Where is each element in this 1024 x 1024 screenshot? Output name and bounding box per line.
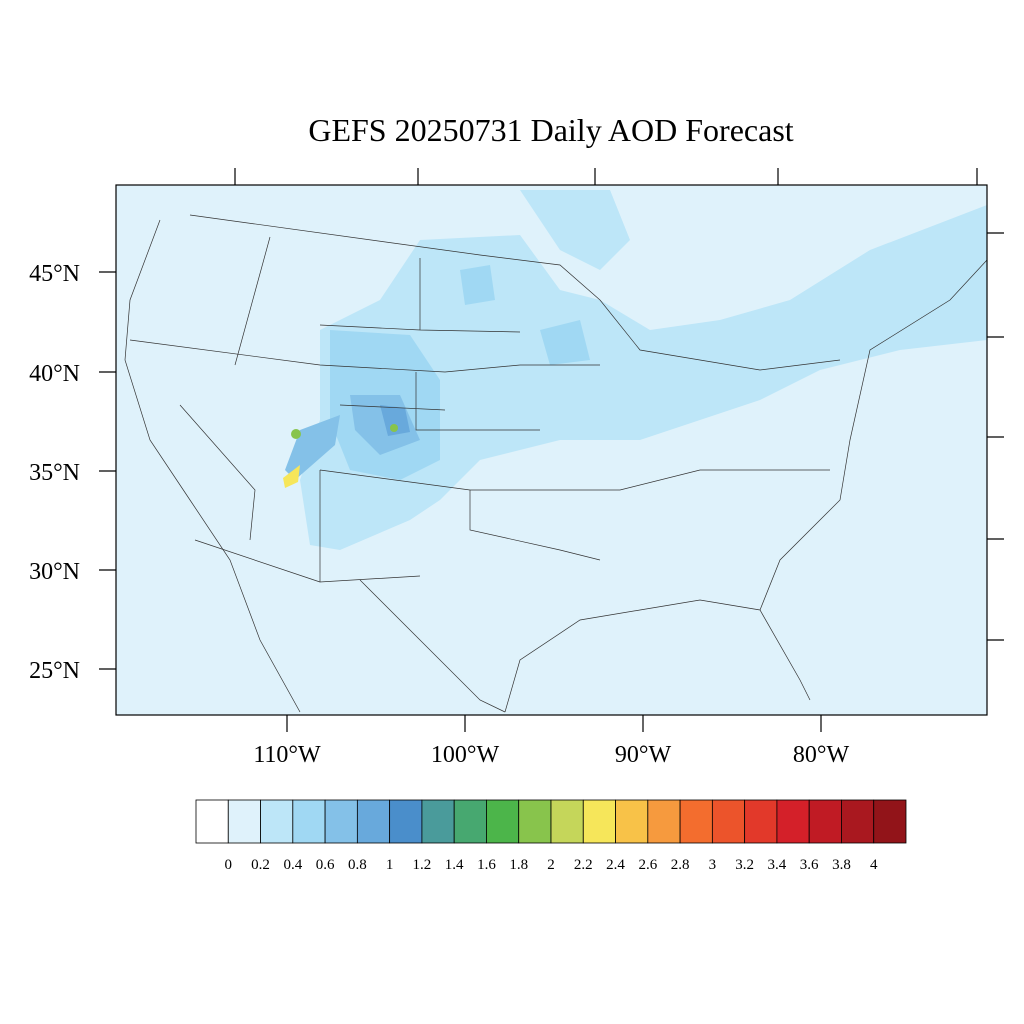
colorbar-box [744, 799, 778, 844]
colorbar-box [841, 799, 875, 844]
colorbar-box [356, 799, 391, 844]
colorbar-box [324, 799, 358, 844]
colorbar-label: 4 [870, 857, 878, 873]
colorbar-label: 1.6 [477, 857, 496, 873]
lat-label: 40°N [29, 361, 80, 387]
colorbar-label: 0.2 [251, 857, 270, 873]
lon-label: 110°W [253, 742, 321, 768]
map-title: GEFS 20250731 Daily AOD Forecast [308, 112, 793, 148]
aod-plume [380, 405, 410, 436]
colorbar-label: 2.2 [574, 857, 593, 873]
colorbar-label: 1.2 [413, 857, 432, 873]
colorbar-box [453, 799, 487, 844]
colorbar-label: 3.8 [832, 857, 851, 873]
lat-label: 35°N [29, 460, 80, 486]
colorbar-box [711, 799, 746, 844]
lat-label: 25°N [29, 658, 80, 684]
colorbar-label: 0.4 [283, 857, 302, 873]
aod-plume [390, 424, 398, 432]
aod-plume [283, 465, 300, 488]
colorbar-label: 1.4 [445, 857, 464, 873]
colorbar-label: 3.2 [735, 857, 754, 873]
colorbar-box [421, 799, 455, 844]
aod-plume [285, 415, 340, 480]
colorbar: 0 0.2 0.4 0.6 0.8 1 1.2 1.4 1.6 1.8 2 2.2 2.4 2.6 2.8 3… [195, 799, 907, 873]
colorbar-label: 2.6 [638, 857, 657, 873]
colorbar-label: 2.4 [606, 857, 625, 873]
aod-plume [291, 429, 301, 439]
colorbar-box [227, 799, 261, 844]
colorbar-box [808, 799, 842, 844]
colorbar-box [550, 799, 584, 844]
colorbar-label: 0.6 [316, 857, 335, 873]
map-frame [115, 184, 988, 716]
colorbar-label: 0.8 [348, 857, 367, 873]
colorbar-box [486, 799, 520, 844]
map-area [115, 168, 1004, 716]
colorbar-box [615, 799, 649, 844]
colorbar-label: 3.6 [800, 857, 819, 873]
colorbar-box [518, 799, 552, 844]
colorbar-label: 3 [709, 857, 717, 873]
colorbar-label: 2 [547, 857, 555, 873]
colorbar-box [389, 799, 423, 844]
colorbar-box [679, 799, 713, 844]
colorbar-box [260, 799, 294, 844]
aod-plume [540, 320, 590, 365]
lon-label: 80°W [793, 742, 850, 768]
colorbar-box [647, 799, 681, 844]
colorbar-box [776, 799, 810, 844]
colorbar-label: 2.8 [671, 857, 690, 873]
lon-label: 90°W [615, 742, 672, 768]
colorbar-box [582, 799, 616, 844]
colorbar-label: 0 [225, 857, 233, 873]
aod-plume [460, 265, 495, 305]
colorbar-label: 3.4 [768, 857, 787, 873]
lat-label: 45°N [29, 261, 80, 287]
lon-label: 100°W [431, 742, 500, 768]
colorbar-box [195, 799, 229, 844]
colorbar-label: 1.8 [509, 857, 528, 873]
colorbar-label: 1 [386, 857, 394, 873]
colorbar-box [873, 799, 907, 844]
lat-label: 30°N [29, 559, 80, 585]
axes-labels: 45°N 40°N 35°N 30°N 25°N 110°W 100°W 90°W 80°W [29, 261, 849, 768]
colorbar-box [292, 799, 326, 844]
aod-plume [520, 190, 630, 270]
